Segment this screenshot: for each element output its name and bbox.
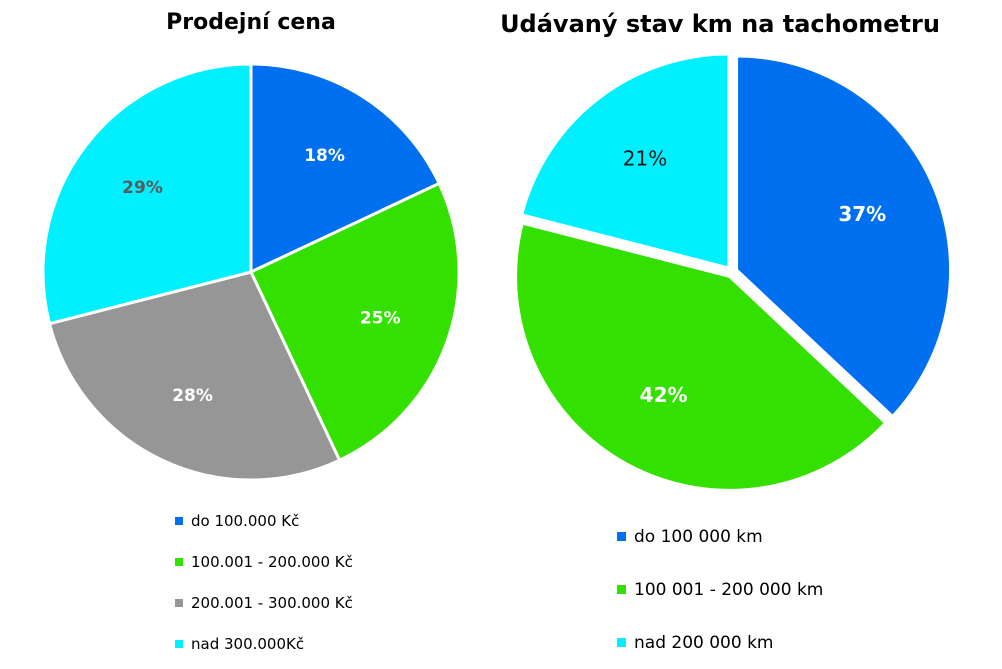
left-legend-label-1: 100.001 - 200.000 Kč <box>191 552 353 571</box>
left-pie-slice-0 <box>249 62 441 274</box>
left-slice-label-1: 25% <box>360 309 401 329</box>
left-legend-item-1: 100.001 - 200.000 Kč <box>175 541 353 582</box>
left-slice-label-3: 29% <box>122 178 163 198</box>
left-pie-slice-1 <box>249 181 461 462</box>
right-slice-label-2: 21% <box>623 146 667 170</box>
left-chart-legend: do 100.000 Kč 100.001 - 200.000 Kč 200.001… <box>175 500 353 664</box>
left-legend-swatch-2 <box>175 598 183 607</box>
right-legend-swatch-2 <box>617 638 626 647</box>
right-legend-label-2: nad 200 000 km <box>634 632 774 653</box>
right-slice-label-0: 37% <box>838 202 886 226</box>
right-legend-swatch-0 <box>617 532 626 541</box>
left-slice-label-0: 18% <box>304 146 345 166</box>
left-chart-title: Prodejní cena <box>166 10 336 35</box>
left-legend-swatch-0 <box>175 516 183 525</box>
right-legend-item-2: nad 200 000 km <box>617 616 823 669</box>
right-legend-label-0: do 100 000 km <box>634 526 763 547</box>
left-legend-item-3: nad 300.000Kč <box>175 623 353 664</box>
right-legend-item-1: 100 001 - 200 000 km <box>617 563 823 616</box>
right-legend-swatch-1 <box>617 585 626 594</box>
right-chart-legend: do 100 000 km 100 001 - 200 000 km nad 200… <box>617 510 823 669</box>
left-pie-slice-3 <box>41 62 253 326</box>
left-legend-item-0: do 100.000 Kč <box>175 500 353 541</box>
left-legend-item-2: 200.001 - 300.000 Kč <box>175 582 353 623</box>
left-legend-label-3: nad 300.000Kč <box>191 634 305 653</box>
right-chart-title: Udávaný stav km na tachometru <box>500 10 940 38</box>
left-legend-swatch-3 <box>175 639 183 648</box>
left-slice-label-2: 28% <box>172 386 213 406</box>
left-legend-label-2: 200.001 - 300.000 Kč <box>191 593 353 612</box>
left-pie-slice-2 <box>48 270 342 482</box>
right-legend-item-0: do 100 000 km <box>617 510 823 563</box>
right-pie-slice-2 <box>520 52 731 270</box>
right-pie-slice-1 <box>514 221 888 492</box>
left-legend-label-0: do 100.000 Kč <box>191 511 300 530</box>
right-legend-label-1: 100 001 - 200 000 km <box>634 579 824 600</box>
left-legend-swatch-1 <box>175 557 183 566</box>
right-slice-label-1: 42% <box>640 383 688 407</box>
right-pie-slice-0 <box>735 54 953 419</box>
